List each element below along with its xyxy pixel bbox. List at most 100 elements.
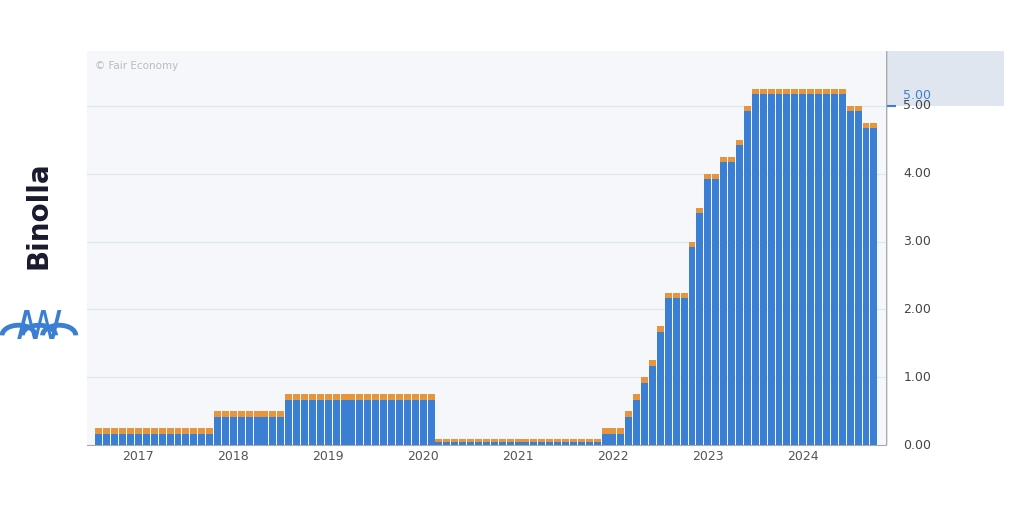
Bar <box>159 434 166 445</box>
Bar <box>325 400 332 445</box>
Bar <box>728 157 735 162</box>
Bar <box>135 429 142 434</box>
Bar <box>815 94 822 445</box>
Bar <box>388 394 395 400</box>
Bar <box>388 400 395 445</box>
Bar <box>570 442 577 445</box>
Bar <box>688 247 695 445</box>
Bar <box>214 417 221 445</box>
Bar <box>95 429 102 434</box>
Bar <box>539 439 545 442</box>
Bar <box>278 417 285 445</box>
Bar <box>499 442 506 445</box>
Bar <box>830 89 838 94</box>
Bar <box>743 111 751 445</box>
Bar <box>261 412 268 417</box>
Bar <box>617 434 625 445</box>
Text: 2.00: 2.00 <box>903 303 931 316</box>
Bar <box>119 429 126 434</box>
Bar <box>855 105 861 111</box>
Bar <box>546 442 553 445</box>
Bar <box>333 400 340 445</box>
Bar <box>514 439 521 442</box>
Bar <box>720 157 727 162</box>
Text: © Fair Economy: © Fair Economy <box>95 61 178 71</box>
Bar <box>174 434 181 445</box>
FancyBboxPatch shape <box>886 51 1004 105</box>
Bar <box>870 122 878 128</box>
Bar <box>309 400 315 445</box>
Bar <box>594 442 601 445</box>
Bar <box>626 417 632 445</box>
Bar <box>807 89 814 94</box>
Bar <box>752 94 759 445</box>
Bar <box>420 400 427 445</box>
Bar <box>760 89 767 94</box>
Bar <box>348 394 355 400</box>
Bar <box>412 394 419 400</box>
Bar <box>775 89 782 94</box>
Bar <box>815 89 822 94</box>
Bar <box>807 94 814 445</box>
Bar <box>365 394 372 400</box>
Bar <box>229 412 237 417</box>
Bar <box>530 439 538 442</box>
Bar <box>681 298 687 445</box>
Bar <box>783 94 791 445</box>
Bar <box>301 400 308 445</box>
Bar <box>601 434 608 445</box>
Bar <box>713 179 719 445</box>
Bar <box>333 394 340 400</box>
Bar <box>539 442 545 445</box>
Bar <box>229 417 237 445</box>
Bar <box>127 434 134 445</box>
Bar <box>467 442 474 445</box>
Bar <box>673 292 680 298</box>
Bar <box>862 128 869 445</box>
Bar <box>143 434 150 445</box>
Bar <box>356 400 364 445</box>
Bar <box>830 94 838 445</box>
Bar <box>570 439 577 442</box>
Bar <box>562 439 569 442</box>
Bar <box>103 429 111 434</box>
Bar <box>713 174 719 179</box>
Bar <box>696 207 703 213</box>
Bar <box>499 439 506 442</box>
Bar <box>617 429 625 434</box>
Bar <box>657 332 664 445</box>
Bar <box>403 394 411 400</box>
Text: ꟿ: ꟿ <box>15 309 62 347</box>
Bar <box>167 434 173 445</box>
Bar <box>562 442 569 445</box>
Bar <box>222 412 229 417</box>
Bar <box>665 292 672 298</box>
Bar <box>151 434 158 445</box>
Bar <box>301 394 308 400</box>
Bar <box>190 434 198 445</box>
Bar <box>112 434 118 445</box>
Bar <box>412 400 419 445</box>
Bar <box>783 89 791 94</box>
Bar <box>609 434 616 445</box>
Bar <box>420 394 427 400</box>
Bar <box>633 400 640 445</box>
Bar <box>269 417 276 445</box>
Bar <box>743 105 751 111</box>
Bar <box>847 105 854 111</box>
Bar <box>760 94 767 445</box>
Text: 0.00: 0.00 <box>903 439 932 452</box>
Bar <box>372 400 379 445</box>
Bar <box>95 434 102 445</box>
Bar <box>752 89 759 94</box>
Bar <box>673 298 680 445</box>
Bar <box>293 394 300 400</box>
Bar <box>278 412 285 417</box>
Bar <box>293 400 300 445</box>
Bar <box>681 292 687 298</box>
Bar <box>862 122 869 128</box>
Bar <box>316 394 324 400</box>
Bar <box>459 442 466 445</box>
Bar <box>246 412 253 417</box>
Text: 1.00: 1.00 <box>903 371 931 384</box>
